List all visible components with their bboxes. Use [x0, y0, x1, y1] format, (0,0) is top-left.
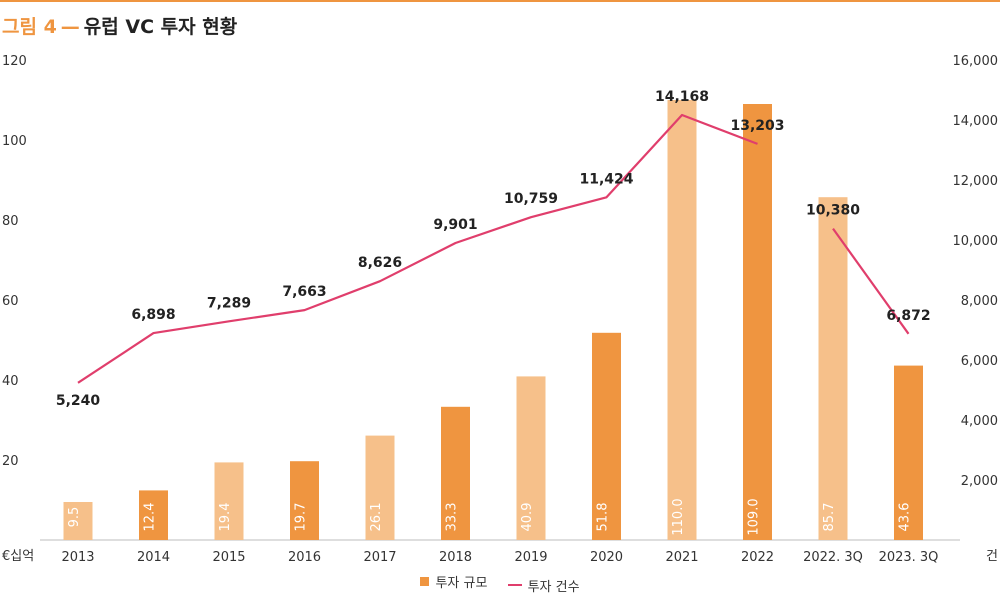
legend-item-line: 투자 건수 — [507, 576, 580, 595]
right-axis-tick-label: 16,000 — [953, 54, 999, 69]
x-axis-tick-label: 2016 — [288, 550, 321, 565]
left-axis-tick-label: 80 — [2, 214, 19, 229]
right-axis-tick-label: 6,000 — [961, 354, 998, 369]
count-line-segment — [832, 227, 910, 335]
count-line-value-label: 5,240 — [56, 393, 101, 409]
bar-value-label: 110.0 — [671, 498, 686, 535]
count-line-segment — [77, 113, 758, 384]
bar-2023-3Q — [894, 365, 923, 540]
bar-2021 — [667, 100, 697, 540]
bar-2022 — [743, 104, 772, 540]
bar-2014 — [139, 490, 168, 540]
x-axis-tick-label: 2022 — [741, 550, 774, 565]
right-axis-tick-label: 12,000 — [953, 174, 999, 189]
bar-value-label: 26.1 — [369, 503, 384, 532]
x-axis-tick-label: 2020 — [590, 550, 623, 565]
x-axis-tick-label: 2023. 3Q — [879, 550, 939, 565]
bar-value-label: 19.7 — [294, 503, 309, 532]
title-text: 유럽 VC 투자 현황 — [83, 16, 238, 38]
count-line-value-label: 8,626 — [358, 255, 402, 271]
count-line-value-label: 10,759 — [504, 191, 558, 207]
right-axis-tick-label: 10,000 — [953, 234, 999, 249]
top-rule — [0, 0, 1000, 2]
x-axis-tick-label: 2022. 3Q — [803, 550, 863, 565]
count-line-value-label: 13,203 — [730, 118, 784, 134]
legend-line-swatch — [507, 584, 522, 586]
bar-value-label: 43.6 — [898, 503, 913, 532]
bar-value-label: 9.5 — [67, 507, 82, 528]
bar-value-label: 109.0 — [747, 498, 762, 535]
bar-2018 — [441, 406, 470, 540]
legend-line-label: 투자 건수 — [527, 579, 580, 595]
count-line-value-label: 11,424 — [579, 171, 633, 187]
bar-value-label: 40.9 — [520, 503, 535, 532]
x-axis-tick-label: 2013 — [61, 550, 94, 565]
left-axis-tick-label: 100 — [2, 134, 27, 149]
left-axis-tick-label: 40 — [2, 374, 19, 389]
right-axis-tick-label: 14,000 — [953, 114, 999, 129]
bar-2016 — [290, 461, 319, 540]
right-axis-tick-label: 2,000 — [961, 474, 998, 489]
left-axis-tick-label: 60 — [2, 294, 19, 309]
legend-item-bar: 투자 규모 — [420, 572, 487, 591]
bar-value-label: 51.8 — [596, 503, 611, 532]
count-line-value-label: 9,901 — [433, 217, 477, 233]
bar-2022-3Q — [818, 197, 848, 540]
x-axis-tick-label: 2019 — [514, 550, 547, 565]
x-axis-tick-label: 2021 — [665, 550, 698, 565]
left-axis-tick-label: 20 — [2, 454, 19, 469]
bar-2015 — [214, 462, 244, 540]
x-axis-tick-label: 2014 — [137, 550, 170, 565]
right-axis-unit: 건 — [986, 549, 998, 564]
legend: 투자 규모 투자 건수 — [0, 572, 1000, 595]
right-axis-tick-label: 8,000 — [961, 294, 998, 309]
legend-bar-label: 투자 규모 — [435, 576, 488, 591]
bar-2013 — [63, 502, 93, 540]
bar-2017 — [365, 435, 395, 540]
count-line-value-label: 7,663 — [282, 284, 326, 300]
bar-value-label: 12.4 — [143, 503, 158, 532]
bar-value-label: 85.7 — [822, 503, 837, 532]
bar-value-label: 33.3 — [445, 503, 460, 532]
figure-title: 그림 4— 유럽 VC 투자 현황 — [2, 12, 237, 39]
legend-bar-swatch — [420, 577, 430, 586]
title-separator: — — [60, 16, 80, 38]
x-axis-tick-label: 2017 — [363, 550, 396, 565]
count-line-value-label: 6,898 — [131, 307, 175, 323]
bar-2020 — [592, 332, 621, 540]
count-line-value-label: 7,289 — [207, 295, 251, 311]
x-axis-tick-label: 2018 — [439, 550, 472, 565]
figure-number: 그림 4 — [2, 16, 57, 38]
bar-2019 — [516, 376, 546, 540]
x-axis-tick-label: 2015 — [212, 550, 245, 565]
left-axis-unit: €십억 — [2, 549, 34, 564]
count-line-value-label: 10,380 — [806, 203, 860, 219]
count-line-value-label: 6,872 — [886, 308, 930, 324]
bar-value-label: 19.4 — [218, 503, 233, 532]
count-line-value-label: 14,168 — [655, 89, 709, 105]
right-axis-tick-label: 4,000 — [961, 414, 998, 429]
left-axis-tick-label: 120 — [2, 54, 27, 69]
